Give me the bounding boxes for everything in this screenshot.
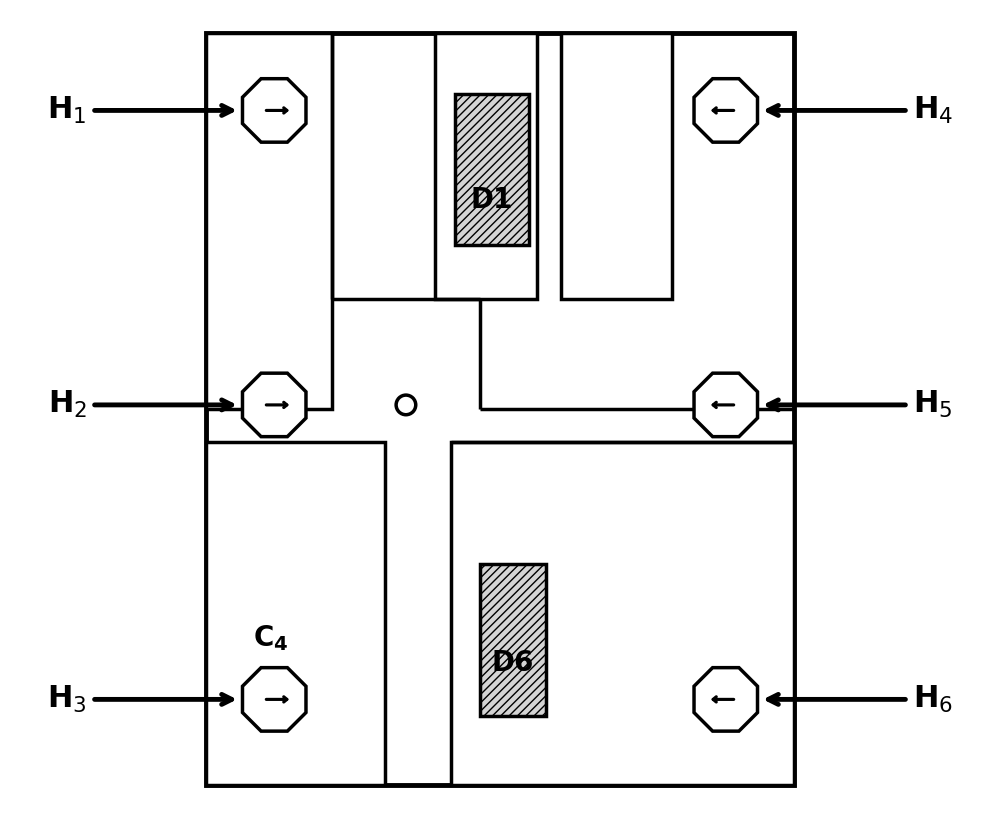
Text: $\mathbf{H}_{2}$: $\mathbf{H}_{2}$ (48, 389, 87, 420)
Text: $\mathbf{H}_{5}$: $\mathbf{H}_{5}$ (913, 389, 953, 420)
Text: $\mathbf{H}_{1}$: $\mathbf{H}_{1}$ (47, 95, 87, 126)
Polygon shape (242, 667, 306, 731)
Bar (435, 33, 537, 299)
Bar (206, 33, 332, 409)
Polygon shape (242, 373, 306, 437)
Bar (561, 33, 672, 299)
Text: D1: D1 (471, 187, 513, 214)
Polygon shape (694, 373, 758, 437)
Bar (206, 33, 794, 785)
Bar (206, 442, 385, 785)
Polygon shape (694, 79, 758, 142)
Polygon shape (242, 79, 306, 142)
Text: $\mathbf{H}_{3}$: $\mathbf{H}_{3}$ (47, 684, 87, 715)
Bar (451, 442, 794, 785)
Text: $\mathbf{H}_{6}$: $\mathbf{H}_{6}$ (913, 684, 953, 715)
Polygon shape (694, 667, 758, 731)
Circle shape (396, 395, 416, 415)
Text: $\mathbf{H}_{4}$: $\mathbf{H}_{4}$ (913, 95, 953, 126)
Text: $\mathbf{C_4}$: $\mathbf{C_4}$ (253, 623, 289, 653)
Bar (480, 564, 546, 716)
Bar (455, 94, 529, 245)
Text: D6: D6 (492, 649, 534, 676)
